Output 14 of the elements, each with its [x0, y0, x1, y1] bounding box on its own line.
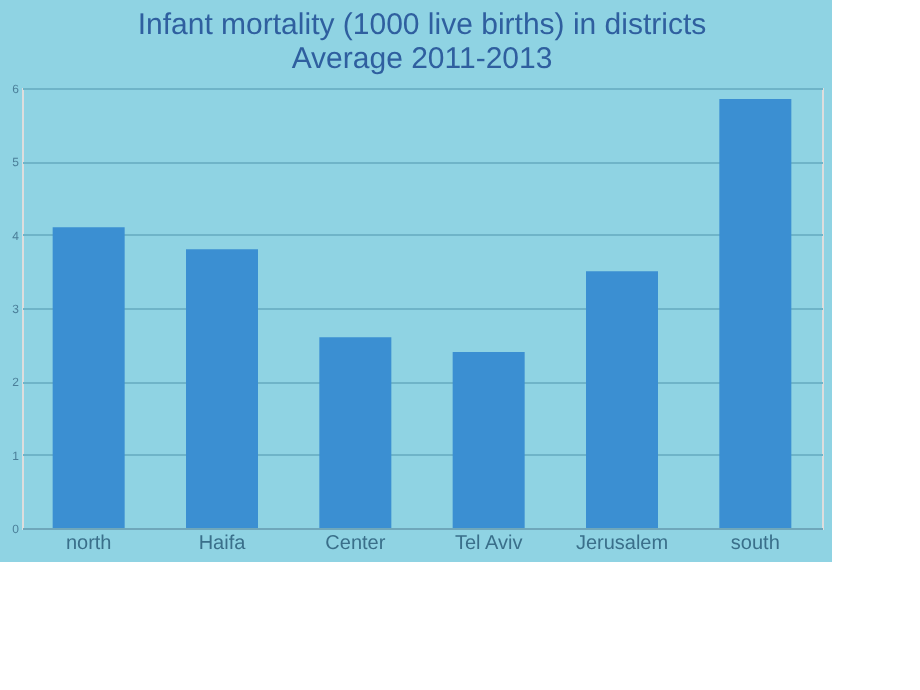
bar: [586, 271, 658, 528]
x-tick-label: Center: [325, 533, 387, 555]
x-tick-label: north: [65, 533, 112, 555]
x-tick-label: Tel Aviv: [454, 533, 523, 555]
x-tick-label: Haifa: [198, 533, 247, 555]
bar: [319, 337, 392, 528]
text: Infant mortality (1000 live births) in districts: [137, 8, 707, 42]
x-tick-label: south: [730, 533, 780, 555]
x-tick-label: Jerusalem: [575, 533, 669, 555]
bar: [52, 227, 125, 528]
bar: [719, 99, 792, 528]
text: Average 2011-2013: [291, 42, 553, 76]
bar: [452, 352, 525, 528]
bar: [186, 249, 258, 528]
